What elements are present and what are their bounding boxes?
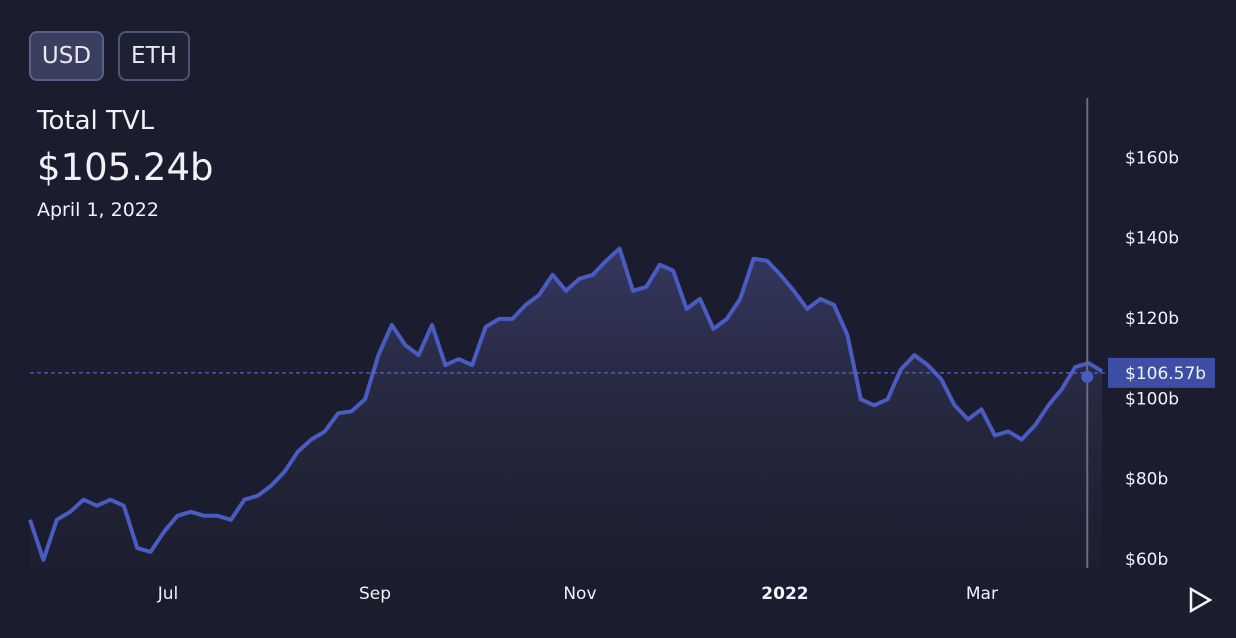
x-tick-label: Nov [563, 584, 596, 604]
y-tick-label: $100b [1125, 389, 1179, 409]
x-tick-label: 2022 [761, 584, 808, 604]
tvl-value: $105.24b [37, 146, 214, 189]
tvl-title: Total TVL [37, 106, 155, 136]
hover-label: $106.57b [1125, 364, 1206, 384]
x-tick-label: Mar [966, 584, 998, 604]
play-button[interactable] [1189, 586, 1213, 614]
hover-point [1081, 370, 1094, 383]
line [28, 246, 1104, 562]
y-tick-label: $140b [1125, 229, 1179, 249]
tvl-date: April 1, 2022 [37, 199, 159, 221]
area [30, 248, 1102, 568]
eth-button[interactable]: ETH [118, 31, 190, 81]
y-tick-label: $160b [1125, 148, 1179, 168]
y-tick-label: $80b [1125, 470, 1168, 490]
hover-label-box [1108, 357, 1215, 388]
x-tick-label: Jul [157, 584, 179, 604]
usd-button[interactable]: USD [29, 31, 104, 81]
x-tick-label: Sep [359, 584, 391, 604]
y-tick-label: $60b [1125, 550, 1168, 570]
y-tick-label: $120b [1125, 309, 1179, 329]
